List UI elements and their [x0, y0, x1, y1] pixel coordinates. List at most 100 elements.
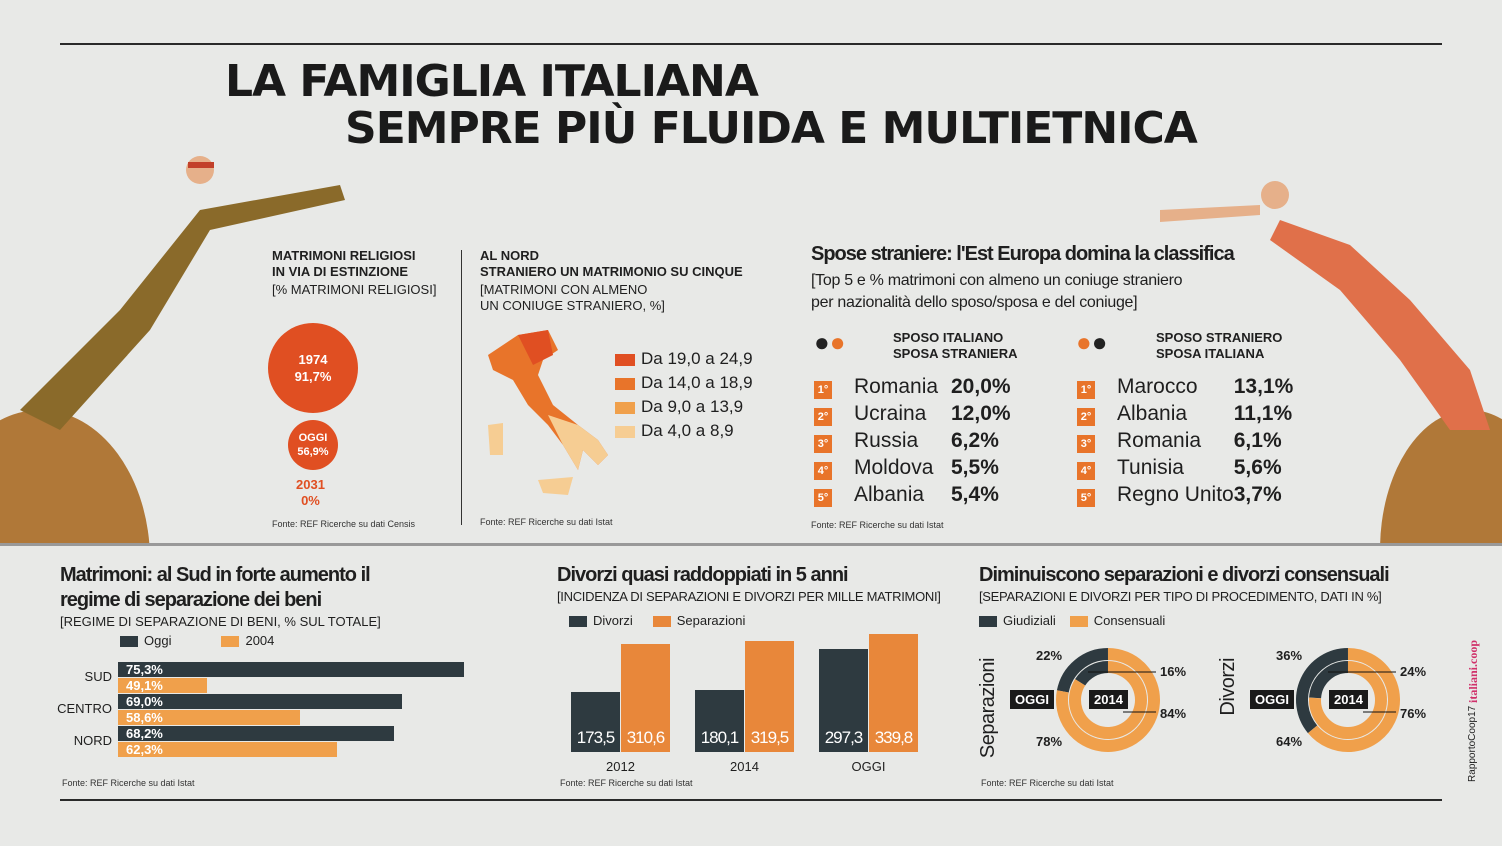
religiosi-title-2: IN VIA DI ESTINZIONE: [272, 264, 409, 279]
ranking-row: 1° Romania 20,0%: [814, 373, 1011, 400]
rank-badge: 2°: [1077, 407, 1095, 426]
title-line-1: LA FAMIGLIA ITALIANA: [225, 56, 759, 107]
country: Romania: [1117, 428, 1202, 452]
inner-ring-giudiziali: [1075, 661, 1109, 686]
ranking-left: 1° Romania 20,0% 2° Ucraina 12,0% 3° Russia 6,2%…: [814, 373, 1011, 508]
ranking-row: 2° Albania 11,1%: [1077, 400, 1293, 427]
nord-subtitle-1: [MATRIMONI CON ALMENO: [480, 282, 648, 297]
donut-divorzi: [1296, 648, 1400, 752]
left-h2: SPOSA STRANIERA: [893, 346, 1018, 361]
chart2-title: Divorzi quasi raddoppiati in 5 anni: [557, 564, 849, 586]
label-oggi-consensuali: 64%: [1276, 734, 1303, 749]
country: Tunisia: [1117, 455, 1184, 479]
chart3-subtitle: [SEPARAZIONI E DIVORZI PER TIPO DI PROCE…: [979, 589, 1382, 604]
spose-title: Spose straniere: l'Est Europa domina la …: [811, 243, 1235, 265]
country: Russia: [854, 428, 919, 452]
chart1-source: Fonte: REF Ricerche su dati Istat: [62, 778, 195, 788]
country: Marocco: [1117, 374, 1198, 398]
ranking-row: 4° Moldova 5,5%: [814, 454, 1011, 481]
ranking-row: 5° Regno Unito 3,7%: [1077, 481, 1293, 508]
percentage: 3,7%: [1233, 482, 1282, 506]
outer-ring-consensuali: [1056, 648, 1160, 752]
country: Albania: [854, 482, 925, 506]
bar-separazioni: 319,5: [745, 641, 794, 752]
credit: RapportoCoop17 italiani.coop: [1466, 640, 1480, 782]
outer-ring-consensuali: [1307, 648, 1400, 752]
year-label: 1974: [298, 352, 328, 367]
ranking-row: 3° Russia 6,2%: [814, 427, 1011, 454]
rank-badge: 3°: [1077, 434, 1095, 453]
ranking-row: 4° Tunisia 5,6%: [1077, 454, 1293, 481]
category-label: NORD: [73, 733, 112, 748]
label-2014-consensuali: 84%: [1160, 706, 1187, 721]
rank-badge: 3°: [814, 434, 832, 453]
title-line-2: SEMPRE PIÙ FLUIDA E MULTIETNICA: [345, 103, 1198, 154]
rank-badge: 4°: [814, 461, 832, 480]
country: Moldova: [854, 455, 934, 479]
category-label: SUD: [84, 669, 112, 684]
couple-icon: ●●: [1076, 327, 1108, 357]
badge-2014: 2014: [1329, 690, 1368, 709]
legend-consensuali: Consensuali: [1093, 613, 1166, 628]
badge-oggi: OGGI: [1250, 690, 1294, 709]
legend-label: Da 14,0 a 18,9: [641, 373, 753, 392]
chart2-subtitle: [INCIDENZA DI SEPARAZIONI E DIVORZI PER …: [557, 589, 941, 604]
bar-divorzi: 173,5: [571, 691, 620, 752]
bar-oggi: 69,0%: [118, 694, 403, 709]
label-oggi-consensuali: 78%: [1036, 734, 1063, 749]
label-2014-giudiziali: 16%: [1160, 664, 1187, 679]
outer-ring-giudiziali: [1056, 648, 1109, 693]
category-label: 2014: [730, 759, 759, 774]
bar-oggi: 75,3%: [118, 662, 464, 677]
donut-title: Separazioni: [977, 658, 999, 759]
chart3-title: Diminuiscono separazioni e divorzi conse…: [979, 564, 1390, 586]
percentage: 6,1%: [1233, 428, 1282, 452]
legend-separazioni: Separazioni: [676, 613, 746, 628]
percentage: 5,4%: [951, 482, 999, 506]
bar-2004: 62,3%: [118, 742, 337, 757]
percentage: 11,1%: [1233, 401, 1293, 425]
country: Regno Unito: [1117, 482, 1234, 506]
religiosi-subtitle: [% MATRIMONI RELIGIOSI]: [272, 282, 437, 297]
chart1-subtitle: [REGIME DI SEPARAZIONE DI BENI, % SUL TO…: [60, 614, 381, 629]
religiosi-title-1: MATRIMONI RELIGIOSI: [272, 248, 416, 263]
legend-2004: 2004: [245, 633, 275, 648]
inner-ring-giudiziali: [1309, 661, 1349, 699]
inner-ring-consensuali: [1309, 661, 1387, 739]
bar-2004: 49,1%: [118, 678, 208, 693]
map-legend: Da 19,0 a 24,9 Da 14,0 a 18,9 Da 9,0 a 1…: [615, 347, 753, 443]
nord-title-2: STRANIERO UN MATRIMONIO SU CINQUE: [480, 264, 743, 279]
badge-oggi: OGGI: [1010, 690, 1054, 709]
bar-oggi: 68,2%: [118, 726, 395, 741]
legend-divorzi: Divorzi: [593, 613, 633, 628]
percentage: 5,5%: [951, 455, 999, 479]
bar-divorzi: 180,1: [695, 689, 744, 752]
value-label: 56,9%: [297, 446, 329, 458]
right-h2: SPOSA ITALIANA: [1156, 346, 1265, 361]
percentage: 12,0%: [951, 401, 1011, 425]
year-label: OGGI: [298, 432, 328, 444]
legend-label: Da 4,0 a 8,9: [641, 421, 734, 440]
rank-badge: 1°: [814, 380, 832, 399]
percentage: 5,6%: [1233, 455, 1282, 479]
italy-map: [488, 330, 608, 495]
couple-icon: ●●: [814, 327, 846, 357]
percentage: 20,0%: [951, 374, 1011, 398]
category-label: 2012: [606, 759, 635, 774]
ranking-row: 1° Marocco 13,1%: [1077, 373, 1293, 400]
label-2014-giudiziali: 24%: [1400, 664, 1427, 679]
bar-2004: 58,6%: [118, 710, 301, 725]
label-2014-consensuali: 76%: [1400, 706, 1427, 721]
religiosi-source: Fonte: REF Ricerche su dati Censis: [272, 519, 416, 529]
bar-divorzi: 297,3: [819, 648, 868, 752]
label-2031: 2031 0%: [296, 477, 325, 508]
rank-badge: 4°: [1077, 461, 1095, 480]
label-oggi-giudiziali: 36%: [1276, 648, 1303, 663]
category-label: OGGI: [851, 759, 886, 774]
category-label: CENTRO: [57, 701, 112, 716]
nord-source: Fonte: REF Ricerche su dati Istat: [480, 517, 613, 527]
legend-giudiziali: Giudiziali: [1003, 613, 1056, 628]
percentage: 6,2%: [951, 428, 999, 452]
chart1-title: Matrimoni: al Sud in forte aumento il re…: [60, 564, 371, 611]
ranking-row: 2° Ucraina 12,0%: [814, 400, 1011, 427]
